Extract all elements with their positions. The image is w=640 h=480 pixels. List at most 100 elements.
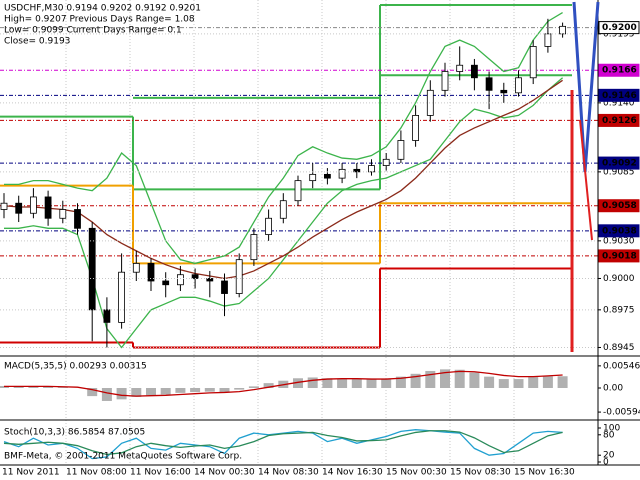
candle-body: [559, 25, 566, 35]
histogram-bar: [101, 388, 112, 401]
level-box: [598, 113, 640, 127]
histogram-bar: [190, 388, 201, 393]
histogram-bar: [557, 376, 568, 388]
candle-body: [176, 274, 184, 286]
level-label: 0.9200: [602, 23, 637, 33]
histogram-bar: [498, 379, 509, 388]
level-label: 0.9126: [602, 116, 637, 126]
level-box: [598, 224, 640, 238]
candle-body: [88, 227, 96, 311]
x-tick-label: 11 Nov 2011: [2, 468, 60, 478]
histogram-bar: [13, 386, 24, 388]
x-tick-label: 15 Nov 00:30: [386, 468, 447, 478]
candle-body: [382, 158, 390, 166]
histogram-bar: [454, 369, 465, 388]
y-tick-label: -0.00594: [603, 408, 640, 418]
level-box: [598, 63, 640, 77]
histogram-bar: [322, 378, 333, 388]
level-label: 0.9058: [602, 201, 637, 211]
candle-body: [103, 309, 111, 323]
candle-body: [147, 263, 155, 282]
histogram-bar: [293, 378, 303, 388]
candle-body: [500, 89, 508, 94]
y-tick-label: 0.8975: [603, 305, 635, 315]
y-tick-label: 0.9085: [603, 167, 635, 177]
candle-body: [529, 46, 537, 79]
candle-body: [191, 274, 199, 279]
histogram-bar: [160, 388, 171, 395]
histogram-bar: [484, 376, 495, 388]
x-tick-label: 14 Nov 08:30: [258, 468, 319, 478]
level-label: 0.9166: [602, 66, 637, 76]
info-text: High= 0.9207 Previous Days Range= 1.08: [4, 15, 195, 25]
histogram-bar: [175, 388, 186, 393]
candle-body: [59, 209, 67, 219]
y-tick-label: 0.9195: [603, 29, 635, 39]
indicator-line: [4, 370, 563, 397]
level-box: [598, 156, 640, 170]
indicator-line: [4, 77, 564, 349]
candle-body: [515, 77, 522, 94]
candle-body: [412, 115, 420, 141]
histogram-bar: [366, 379, 377, 388]
candle-body: [0, 202, 8, 210]
histogram-bar: [204, 388, 215, 392]
candle-body: [250, 234, 258, 261]
histogram-bar: [469, 372, 480, 388]
histogram-bar: [87, 388, 98, 397]
candle-body: [485, 77, 493, 91]
indicator-line: [3, 79, 563, 280]
level-box: [598, 249, 640, 263]
histogram-bar: [528, 377, 539, 388]
x-tick-label: 15 Nov 08:30: [450, 468, 511, 478]
y-tick-label: 0.00: [603, 384, 623, 394]
info-text: Low= 0.9099 Current Days Range= 0.1: [4, 26, 182, 36]
histogram-bar: [440, 369, 450, 388]
histogram-bar: [57, 387, 68, 388]
candle-body: [368, 165, 375, 173]
candle-body: [118, 271, 125, 323]
y-tick-label: 0.8945: [603, 343, 635, 353]
level-box: [598, 199, 640, 213]
y-tick-label: 80: [603, 430, 615, 440]
copyright: BMF-Meta, © 2001-2011 MetaQuotes Softwar…: [4, 452, 242, 462]
indicator-line: [3, 429, 563, 460]
histogram-bar: [116, 388, 127, 400]
histogram-bar: [542, 376, 553, 388]
candle-body: [74, 209, 81, 229]
candle-body: [206, 278, 214, 282]
info-text: USDCHF,M30 0.9194 0.9202 0.9192 0.9201: [4, 4, 201, 14]
candle-body: [338, 168, 346, 179]
histogram-bar: [263, 383, 274, 388]
level-label: 0.9038: [602, 226, 637, 236]
y-tick-label: 0.9000: [603, 274, 635, 284]
candle-body: [294, 180, 302, 202]
candle-body: [323, 173, 331, 179]
candle-body: [353, 168, 361, 173]
histogram-bar: [513, 379, 524, 388]
histogram-bar: [248, 386, 259, 388]
y-tick-label: 0.9030: [603, 236, 635, 246]
level-label: 0.9018: [602, 251, 637, 261]
indicator-line: [4, 11, 563, 265]
level-box: [598, 88, 640, 102]
histogram-bar: [307, 377, 318, 388]
candle-body: [44, 196, 52, 219]
histogram-bar: [351, 379, 362, 388]
level-box: [598, 21, 640, 35]
candle-body: [441, 71, 449, 91]
candle-body: [456, 64, 464, 72]
x-tick-label: 15 Nov 16:30: [514, 468, 575, 478]
main-plot: [0, 4, 598, 349]
candle-body: [162, 280, 170, 286]
candle-body: [309, 173, 317, 182]
histogram-bar: [381, 378, 392, 388]
y-tick-label: 0.9140: [603, 98, 635, 108]
y-tick-label: 0: [603, 458, 609, 468]
candle-body: [29, 196, 37, 214]
candle-body: [235, 259, 243, 294]
histogram-bar: [219, 388, 230, 393]
y-tick-label: 100: [603, 424, 620, 434]
indicator-line: [3, 430, 563, 456]
